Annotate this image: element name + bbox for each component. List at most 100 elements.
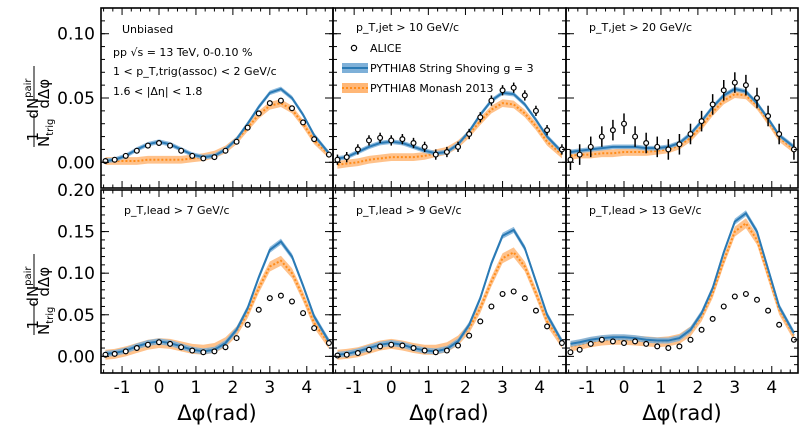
panel-lead13: -1 0 1 2 3 4 <box>565 189 799 398</box>
y-tick-label: 0.05 <box>57 89 95 109</box>
data-point <box>255 306 262 313</box>
x-tick-label: 3 <box>729 378 740 398</box>
data-point <box>325 151 332 158</box>
data-point <box>211 348 218 355</box>
data-point <box>567 349 574 356</box>
panel-lead9: -1 0 1 2 3 4 <box>332 189 567 398</box>
data-point <box>620 340 627 347</box>
legend-alice-label: ALICE <box>370 42 402 55</box>
monash-line <box>105 259 330 356</box>
data-point <box>765 112 772 119</box>
x-axis-title-3: Δφ(rad) <box>642 401 721 425</box>
data-point <box>244 124 251 131</box>
y-tick-label: 0.10 <box>57 264 95 284</box>
data-point <box>587 143 594 150</box>
data-point <box>521 92 528 99</box>
x-tick-label: 2 <box>460 378 471 398</box>
data-point <box>388 137 395 144</box>
data-point <box>300 119 307 126</box>
data-point <box>300 310 307 317</box>
data-point <box>687 336 694 343</box>
data-point <box>654 343 661 350</box>
data-point <box>753 94 760 101</box>
annotation-energy: pp √s = 13 TeV, 0-0.10 % <box>113 46 252 59</box>
data-point <box>421 143 428 150</box>
x-tick-label: 1 <box>656 378 667 398</box>
data-point <box>654 143 661 150</box>
data-point <box>598 133 605 140</box>
data-point <box>388 341 395 348</box>
legend-alice-marker <box>350 44 358 52</box>
x-tick-label: 0 <box>386 378 397 398</box>
data-point <box>720 87 727 94</box>
data-point <box>753 296 760 303</box>
data-point <box>122 152 129 159</box>
annotation-lead7: p_T,lead > 7 GeV/c <box>124 204 230 217</box>
y-axis-title-top: 1 dNpair <box>23 78 43 142</box>
data-point <box>455 143 462 150</box>
data-point <box>334 352 341 359</box>
annotation-ptassoc: 1 < p_T,trig(assoc) < 2 GeV/c <box>113 65 277 78</box>
data-point <box>499 290 506 297</box>
x-tick-label: 2 <box>227 378 238 398</box>
y-tick-label: 0.15 <box>57 223 95 243</box>
shoving-band <box>337 90 562 161</box>
plot-area <box>102 86 332 165</box>
data-point <box>510 84 517 91</box>
data-point <box>709 315 716 322</box>
data-point <box>455 342 462 349</box>
data-point <box>133 147 140 154</box>
data-point <box>266 100 273 107</box>
data-point <box>643 340 650 347</box>
data-point <box>167 142 174 149</box>
data-point <box>377 343 384 350</box>
data-point <box>709 101 716 108</box>
data-point <box>365 346 372 353</box>
data-point <box>665 345 672 352</box>
x-tick-label: 3 <box>264 378 275 398</box>
data-point <box>233 335 240 342</box>
data-point <box>532 307 539 314</box>
data-point <box>144 341 151 348</box>
data-point <box>343 154 350 161</box>
data-point <box>776 321 783 328</box>
panels-group: 0.000.050.10-1 0 1 2 3 40.000.050.100.150.20-… <box>57 7 799 398</box>
legend: ALICE PYTHIA8 String Shoving g = 3 PYTHI… <box>342 42 534 95</box>
annotation-jet20: p_T,jet > 20 GeV/c <box>589 21 692 34</box>
data-point <box>698 118 705 125</box>
data-point <box>731 79 738 86</box>
data-point <box>156 339 163 346</box>
data-point <box>122 348 129 355</box>
data-point <box>576 346 583 353</box>
data-point <box>399 342 406 349</box>
data-point <box>288 298 295 305</box>
x-tick-label: 3 <box>497 378 508 398</box>
panel-jet10 <box>332 7 567 189</box>
monash-band <box>570 218 794 352</box>
data-point <box>377 134 384 141</box>
data-point <box>499 87 506 94</box>
data-point <box>521 295 528 302</box>
data-point <box>244 321 251 328</box>
data-point <box>399 136 406 143</box>
data-point <box>111 350 118 357</box>
y-axis-title-text: 1 dNpair <box>23 78 43 142</box>
x-tick-label: -1 <box>114 378 131 398</box>
x-tick-label: 0 <box>619 378 630 398</box>
data-point <box>343 351 350 358</box>
data-point <box>443 347 450 354</box>
data-point <box>266 295 273 302</box>
y-tick-label: 0.00 <box>57 153 95 173</box>
x-tick-label: 1 <box>191 378 202 398</box>
data-point <box>325 340 332 347</box>
data-point <box>354 146 361 153</box>
y-tick-label: 0.10 <box>57 25 95 45</box>
data-point <box>277 292 284 299</box>
monash-band <box>105 99 329 165</box>
data-point <box>211 154 218 161</box>
data-point <box>421 347 428 354</box>
data-point <box>632 338 639 345</box>
data-point <box>233 138 240 145</box>
y-tick-label: 0.00 <box>57 347 95 367</box>
